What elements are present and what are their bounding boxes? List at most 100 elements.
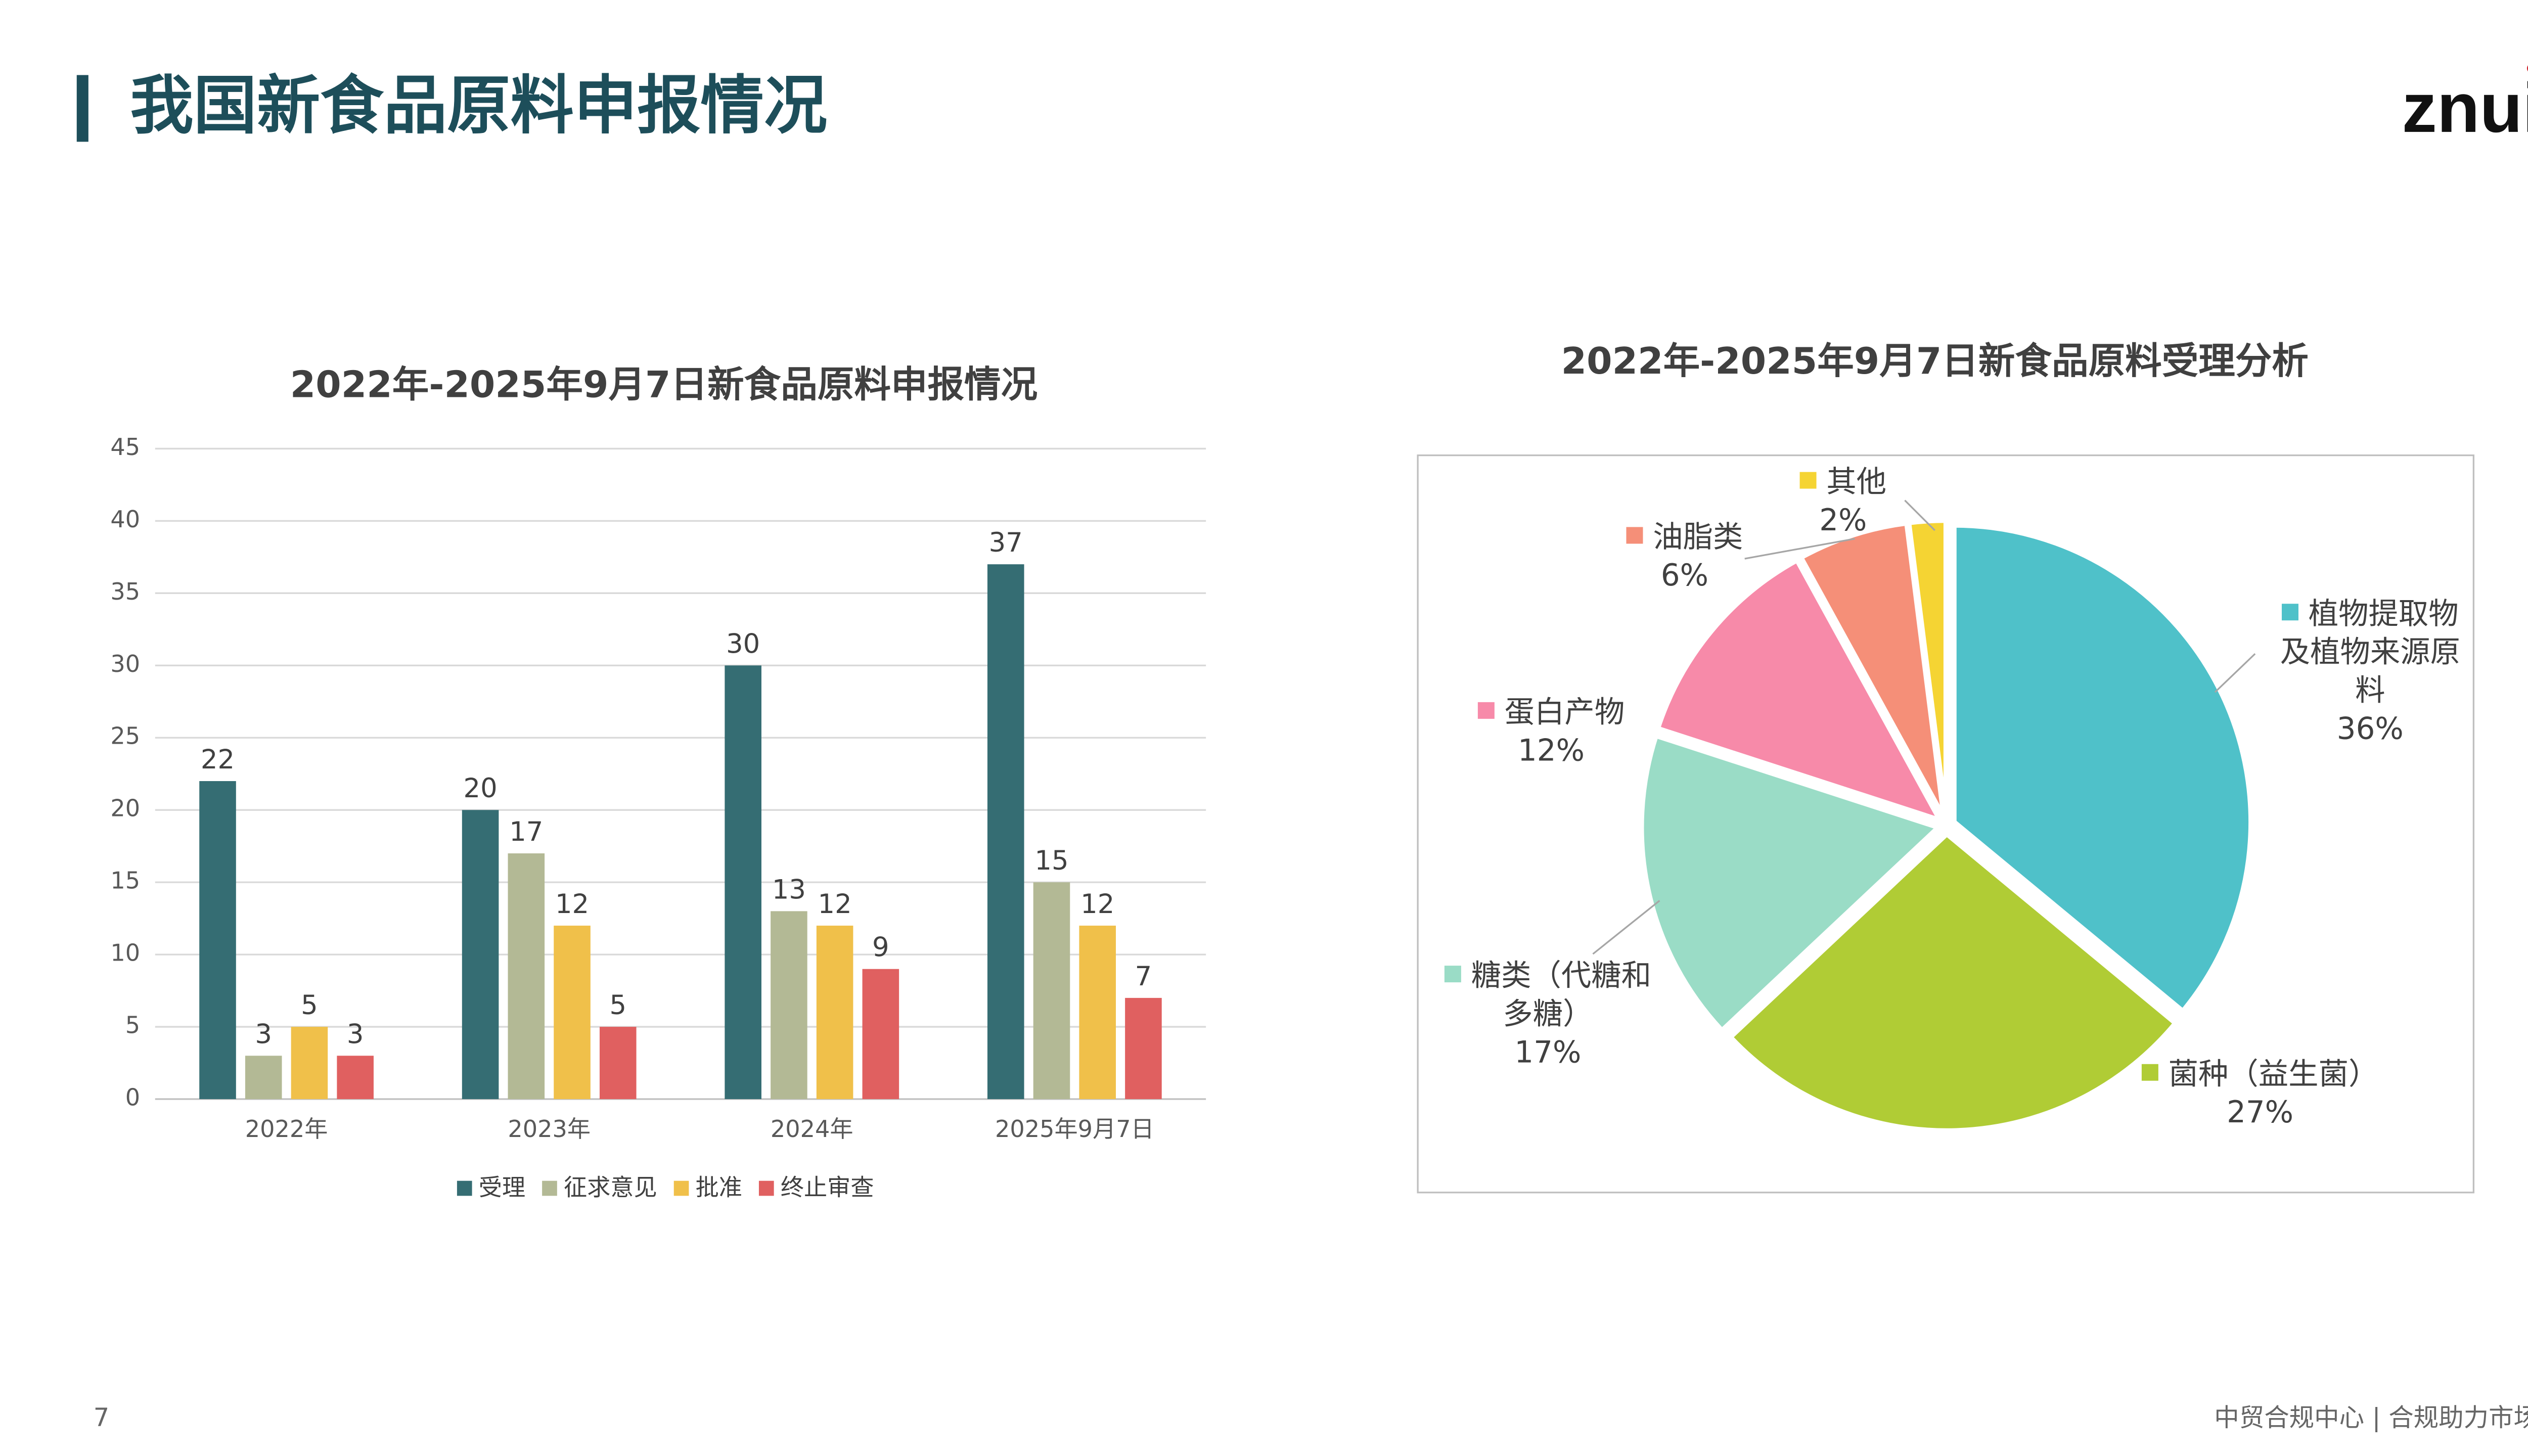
leader-line bbox=[1744, 537, 1855, 560]
pie-slice bbox=[1639, 732, 1944, 1034]
pie-slice bbox=[1654, 557, 1946, 825]
leader-line bbox=[1592, 900, 1660, 955]
logo: znui bbox=[2402, 69, 2528, 147]
slide-title: 我国新食品原料申报情况 bbox=[130, 69, 827, 143]
y-tick-label: 45 bbox=[110, 433, 140, 461]
chart-title: 2022年-2025年9月7日新食品原料受理分析 bbox=[1561, 340, 2309, 383]
data-label: 12 bbox=[818, 889, 852, 920]
y-tick-label: 35 bbox=[110, 578, 140, 605]
category-label: 其他 bbox=[1826, 465, 1887, 500]
bar bbox=[1079, 925, 1116, 1100]
x-tick-label: 2022年 bbox=[245, 1115, 328, 1143]
y-tick-label: 5 bbox=[125, 1012, 140, 1039]
legend-swatch bbox=[1799, 472, 1817, 489]
x-tick-label: 2024年 bbox=[771, 1115, 853, 1143]
y-tick-label: 15 bbox=[110, 867, 140, 894]
legend-swatch bbox=[1477, 702, 1495, 719]
y-tick-label: 25 bbox=[110, 722, 140, 750]
bar bbox=[337, 1056, 374, 1100]
bar bbox=[1033, 882, 1070, 1100]
legend-swatch bbox=[758, 1180, 774, 1196]
y-tick-label: 10 bbox=[110, 939, 140, 967]
pie-label: 蛋白产物 12% bbox=[1443, 694, 1660, 770]
legend-label: 受理 bbox=[479, 1174, 525, 1201]
value-label: 36% bbox=[2336, 712, 2404, 747]
chart-title: 2022年-2025年9月7日新食品原料申报情况 bbox=[290, 363, 1037, 406]
legend-swatch bbox=[542, 1180, 557, 1196]
data-label: 7 bbox=[1135, 961, 1152, 992]
data-label: 15 bbox=[1034, 845, 1068, 876]
category-label: 糖类（代糖和多糖） bbox=[1471, 959, 1651, 1033]
legend-swatch bbox=[673, 1180, 689, 1196]
bar bbox=[987, 564, 1024, 1100]
pie-label: 植物提取物及植物来源原料 36% bbox=[2277, 596, 2463, 749]
pie-label: 菌种（益生菌） 27% bbox=[2135, 1056, 2385, 1132]
pie-label: 其他 2% bbox=[1768, 464, 1918, 540]
category-label: 菌种（益生菌） bbox=[2168, 1057, 2379, 1093]
y-tick-label: 30 bbox=[110, 650, 140, 677]
y-tick-label: 0 bbox=[125, 1084, 140, 1111]
pie-label-box: 菌种（益生菌）27% bbox=[2135, 1056, 2385, 1132]
value-label: 2% bbox=[1819, 504, 1867, 539]
data-label: 9 bbox=[872, 932, 889, 963]
pie-slice bbox=[1797, 520, 1947, 819]
data-label: 3 bbox=[255, 1019, 272, 1050]
bar bbox=[554, 925, 591, 1100]
bar bbox=[462, 810, 499, 1100]
pie-slice bbox=[1906, 518, 1949, 818]
data-label: 3 bbox=[347, 1019, 364, 1050]
footer-text: 中贸合规中心 | 合规助力市场 bbox=[2214, 1403, 2528, 1432]
bar bbox=[291, 1027, 328, 1100]
category-label: 植物提取物及植物来源原料 bbox=[2280, 597, 2460, 709]
leader-line bbox=[1904, 499, 1935, 531]
pie-label: 油脂类 6% bbox=[1593, 519, 1777, 596]
bar bbox=[725, 665, 761, 1100]
category-label: 油脂类 bbox=[1653, 520, 1743, 556]
title-accent bbox=[76, 75, 88, 142]
category-label: 蛋白产物 bbox=[1504, 695, 1625, 731]
pie-label: 糖类（代糖和多糖） 17% bbox=[1434, 958, 1661, 1073]
bar bbox=[245, 1056, 282, 1100]
data-label: 12 bbox=[1080, 889, 1114, 920]
legend-swatch bbox=[2281, 604, 2298, 621]
data-label: 22 bbox=[201, 744, 235, 775]
value-label: 6% bbox=[1660, 559, 1709, 594]
bar bbox=[771, 911, 807, 1100]
legend-label: 征求意见 bbox=[564, 1174, 657, 1201]
pie-slice bbox=[1727, 830, 2179, 1133]
y-tick-label: 20 bbox=[110, 795, 140, 822]
data-label: 12 bbox=[555, 889, 589, 920]
bar bbox=[508, 853, 545, 1100]
page-number: 7 bbox=[94, 1403, 109, 1432]
data-label: 5 bbox=[301, 990, 318, 1021]
value-label: 27% bbox=[2227, 1096, 2294, 1131]
legend-swatch bbox=[1444, 966, 1461, 983]
data-label: 37 bbox=[989, 527, 1023, 558]
x-tick-label: 2025年9月7日 bbox=[995, 1115, 1154, 1143]
pie-label-box: 糖类（代糖和多糖）17% bbox=[1434, 958, 1661, 1073]
data-label: 30 bbox=[726, 628, 760, 659]
bar bbox=[862, 969, 899, 1100]
data-label: 5 bbox=[609, 990, 626, 1021]
legend-label: 批准 bbox=[696, 1174, 742, 1201]
legend-swatch bbox=[2141, 1064, 2158, 1081]
data-label: 17 bbox=[509, 816, 543, 847]
x-tick-label: 2023年 bbox=[508, 1115, 591, 1143]
bar bbox=[816, 925, 853, 1100]
pie-label-box: 其他 2% bbox=[1768, 464, 1918, 540]
value-label: 17% bbox=[1514, 1035, 1582, 1071]
data-label: 20 bbox=[464, 773, 498, 804]
data-label: 13 bbox=[772, 874, 806, 905]
y-tick-label: 40 bbox=[110, 506, 140, 533]
bar bbox=[599, 1027, 637, 1100]
legend-swatch bbox=[457, 1180, 472, 1196]
pie-slice bbox=[1951, 522, 2253, 1015]
value-label: 12% bbox=[1518, 734, 1585, 769]
legend-swatch bbox=[1626, 527, 1643, 544]
leader-line bbox=[2214, 653, 2256, 693]
